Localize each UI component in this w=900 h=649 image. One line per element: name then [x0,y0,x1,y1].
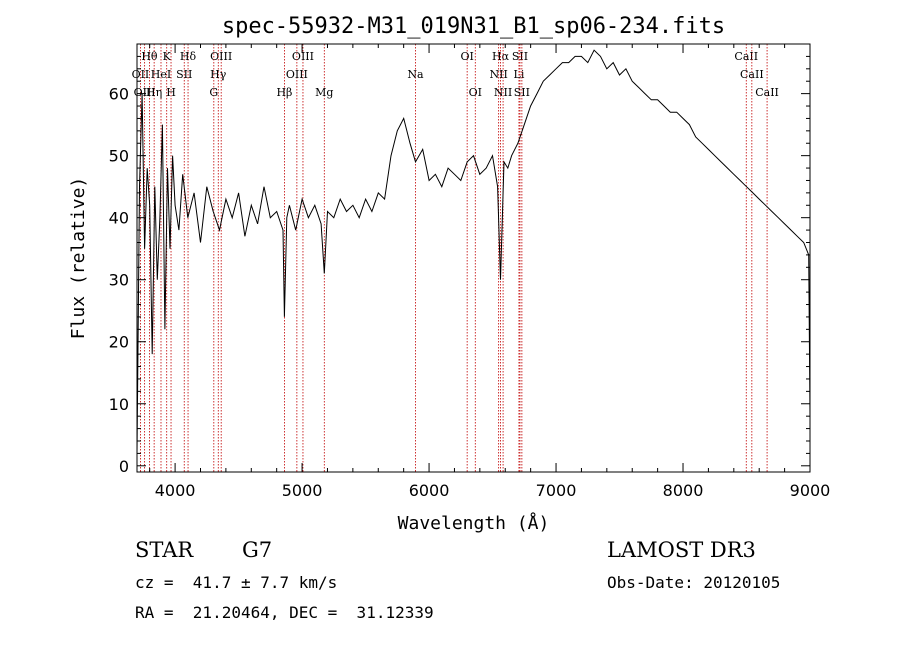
chart-title: spec-55932-M31_019N31_B1_sp06-234.fits [222,14,725,39]
line-label: Hα [492,50,510,63]
line-label: OIII [134,86,156,99]
line-label: Li [514,68,525,81]
line-label: Hγ [210,68,227,81]
x-tick-label: 9000 [790,481,831,500]
y-axis-label: Flux (relative) [68,177,89,340]
line-label: SII [176,68,192,81]
x-tick-label: 5000 [282,481,323,500]
line-label: Hη [146,86,162,99]
line-label: SII [512,50,528,63]
line-label: CaII [755,86,779,99]
object-subclass: G7 [242,538,273,562]
line-label: NII [494,86,512,99]
x-tick-label: 4000 [155,481,196,500]
line-label: CaII [740,68,764,81]
line-label: CaII [734,50,758,63]
line-label: OIII [292,50,314,63]
line-label: NII [489,68,507,81]
line-label: HeI [151,68,171,81]
x-tick-label: 8000 [663,481,704,500]
x-axis-label: Wavelength (Å) [398,512,550,534]
x-tick-label: 6000 [409,481,450,500]
obs-date-text: Obs-Date: 20120105 [607,573,781,592]
line-label: OI [460,50,473,63]
x-tick-label: 7000 [536,481,577,500]
line-label: H [166,86,176,99]
y-tick-label: 20 [109,333,129,352]
plot-frame [136,43,811,473]
line-label: SII [514,86,530,99]
line-label: OI [469,86,482,99]
line-label: OIII [286,68,308,81]
line-label: Na [407,68,424,81]
redshift-text: cz = 41.7 ± 7.7 km/s [135,573,338,592]
y-tick-label: 60 [109,85,129,104]
flux-series-line [136,49,811,454]
y-tick-label: 30 [109,271,129,290]
line-label: OIII [210,50,232,63]
coords-text: RA = 21.20464, DEC = 31.12339 [135,603,434,622]
line-label: K [163,50,172,63]
line-label: Mg [315,86,333,99]
y-tick-label: 40 [109,209,129,228]
y-tick-label: 0 [119,457,129,476]
line-label: G [209,86,218,99]
line-label: Hθ [141,50,158,63]
line-label: Hβ [276,86,292,99]
line-label: OII [132,68,150,81]
line-label: Hδ [180,50,197,63]
object-class: STAR [135,538,194,562]
survey-label: LAMOST DR3 [607,538,756,562]
y-tick-label: 10 [109,395,129,414]
y-tick-label: 50 [109,147,129,166]
